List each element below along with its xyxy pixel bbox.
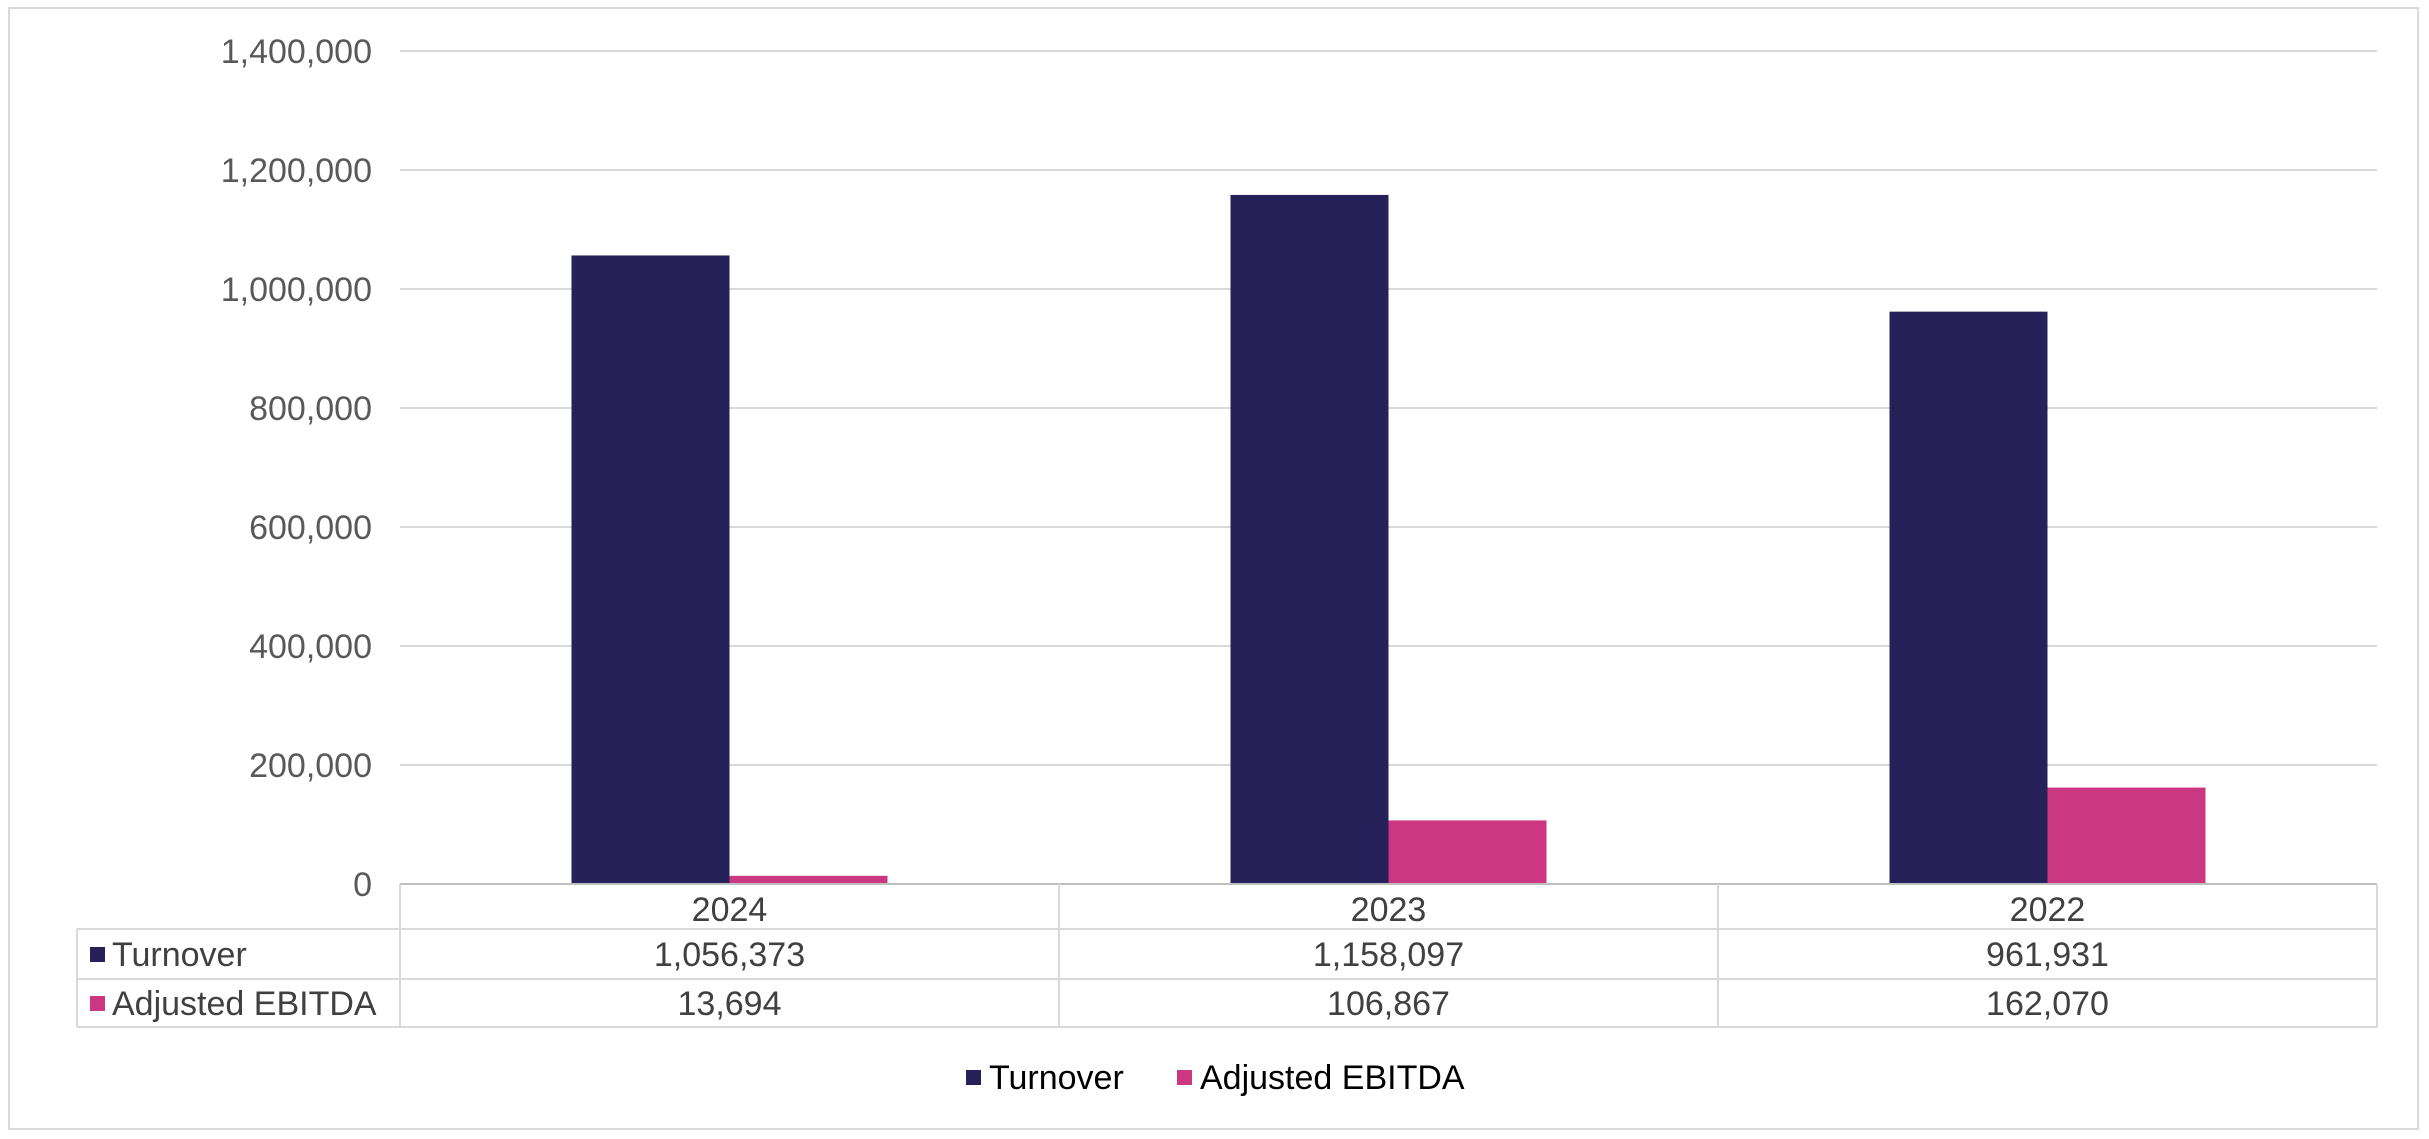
table-cell-value: 1,158,097: [1313, 936, 1464, 974]
table-legend-key: [90, 996, 105, 1011]
legend-key: [1177, 1070, 1192, 1085]
y-tick-label: 200,000: [249, 747, 372, 785]
bar-chart: 0 200,000 400,000 600,000 800,000 1,000,000 1,…: [76, 33, 2378, 1097]
legend-label: Turnover: [989, 1059, 1124, 1097]
y-tick-label: 0: [353, 866, 372, 904]
x-tick-label: 2024: [692, 891, 768, 929]
y-axis: 0 200,000 400,000 600,000 800,000 1,000,000 1,…: [221, 33, 372, 904]
bar-turnover-2022: [1889, 311, 2048, 884]
y-tick-label: 800,000: [249, 390, 372, 428]
table-cell-value: 961,931: [1986, 936, 2109, 974]
chart-frame: 0 200,000 400,000 600,000 800,000 1,000,000 1,…: [8, 7, 2419, 1130]
y-tick-label: 1,400,000: [221, 33, 372, 71]
y-tick-label: 1,200,000: [221, 152, 372, 190]
table-cell-value: 162,070: [1986, 985, 2109, 1023]
y-tick-label: 1,000,000: [221, 271, 372, 309]
x-tick-label: 2023: [1351, 891, 1427, 929]
table-row-header: Adjusted EBITDA: [112, 985, 377, 1023]
table-legend-key: [90, 947, 105, 962]
bar-adjusted-ebitda-2023: [1388, 820, 1547, 884]
table-cell-value: 13,694: [678, 985, 782, 1023]
legend-key: [966, 1070, 981, 1085]
data-table: 2024 2023 2022 Turnover 1,056,373 1,158,097 96…: [76, 883, 2378, 1028]
bars: [571, 194, 2206, 885]
bar-adjusted-ebitda-2024: [729, 875, 888, 884]
y-tick-label: 400,000: [249, 628, 372, 666]
table-cell-value: 106,867: [1327, 985, 1450, 1023]
x-tick-label: 2022: [2010, 891, 2086, 929]
legend-label: Adjusted EBITDA: [1200, 1059, 1465, 1097]
table-row-header: Turnover: [112, 936, 247, 974]
legend: Turnover Adjusted EBITDA: [966, 1059, 1465, 1097]
y-tick-label: 600,000: [249, 509, 372, 547]
bar-turnover-2023: [1230, 194, 1389, 885]
table-cell-value: 1,056,373: [654, 936, 805, 974]
bar-turnover-2024: [571, 255, 730, 884]
bar-adjusted-ebitda-2022: [2047, 787, 2206, 884]
